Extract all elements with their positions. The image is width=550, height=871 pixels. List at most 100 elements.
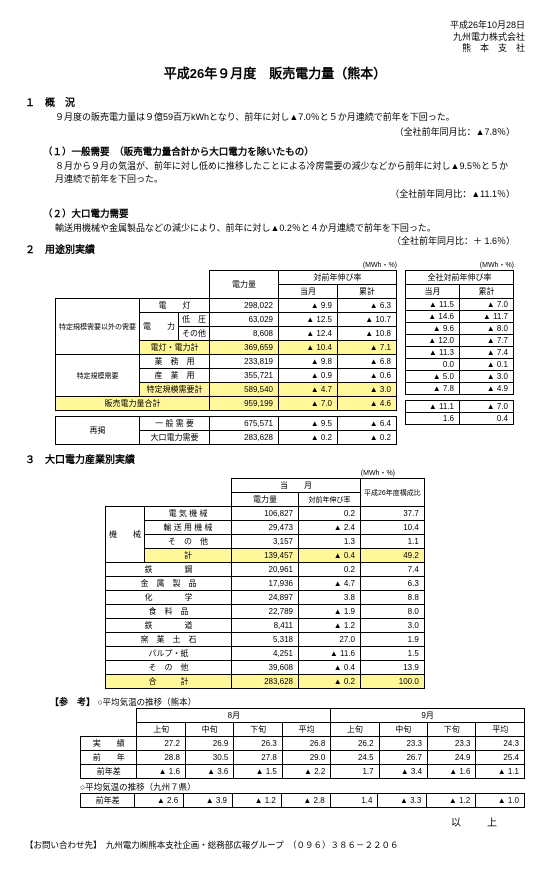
c: ▲ 3.4 xyxy=(379,765,427,779)
r: 一 般 需 要 xyxy=(140,417,210,431)
r: ▲ 10.7 xyxy=(338,313,397,327)
r: ▲ 12.4 xyxy=(279,327,338,341)
c: ▲ 3.6 xyxy=(185,765,233,779)
c: 30.5 xyxy=(185,751,233,765)
c: 26.2 xyxy=(331,737,379,751)
c: 実 績 xyxy=(81,737,137,751)
c: 8.0 xyxy=(361,605,425,619)
r: その他 xyxy=(179,327,210,341)
c: 4,251 xyxy=(232,647,299,661)
header-block: 平成26年10月28日 九州電力株式会社 熊 本 支 社 xyxy=(25,20,525,55)
c: 金 属 製 品 xyxy=(106,577,232,591)
col-togetu: 当月 xyxy=(279,285,338,299)
unit-label-3: (MWh・%) xyxy=(105,468,395,478)
c: ▲ 11.7 xyxy=(460,311,514,323)
c: 3,157 xyxy=(232,535,299,549)
temp-t1: ○平均気温の推移（熊本） xyxy=(98,697,197,707)
c: 1.3 xyxy=(299,535,361,549)
sankou-label: 【参 考】 xyxy=(50,697,95,707)
c: 283,628 xyxy=(232,675,299,689)
c: 17,936 xyxy=(232,577,299,591)
c: 22,789 xyxy=(232,605,299,619)
c: 下旬 xyxy=(234,723,282,737)
col-taizen: 対前年伸び率 xyxy=(279,271,397,285)
c: 上旬 xyxy=(331,723,379,737)
r: 低 圧 xyxy=(179,313,210,327)
r: ▲ 7.1 xyxy=(338,341,397,355)
c: ▲ 8.0 xyxy=(460,323,514,335)
r: ▲ 6.8 xyxy=(338,355,397,369)
r: ▲ 4.7 xyxy=(279,383,338,397)
c: ▲ 0.2 xyxy=(299,675,361,689)
r: ▲ 4.6 xyxy=(338,397,397,411)
s1-p2b: （全社前年同月比：▲11.1％） xyxy=(25,187,515,200)
r: 電灯・電力計 xyxy=(140,341,210,355)
c: 6.3 xyxy=(361,577,425,591)
c: 27.8 xyxy=(234,751,282,765)
c: 27.2 xyxy=(137,737,185,751)
g1-lbl: 特定規模需要以外の需要 xyxy=(56,299,140,355)
c: 1.6 xyxy=(406,413,460,425)
c: ▲ 9.6 xyxy=(406,323,460,335)
g2-lbl: 特定規模需要 xyxy=(56,355,140,397)
s1-sub2: （２）大口電力需要 xyxy=(43,206,525,220)
c: ▲ 4.7 xyxy=(299,577,361,591)
c: ▲ 1.1 xyxy=(476,765,525,779)
c: ▲ 2.8 xyxy=(281,794,330,808)
r: ▲ 0.2 xyxy=(338,431,397,445)
c: 上旬 xyxy=(137,723,185,737)
s1-p1: ９月度の販売電力量は９億59百万kWhとなり、前年に対し▲7.0％と５か月連続で… xyxy=(55,111,515,125)
c: 1.5 xyxy=(361,647,425,661)
section3-head: ３ 大口電力産業別実績 xyxy=(25,451,525,466)
s1-p2: ８月から９月の気温が、前年に対し低めに推移したことによる冷房需要の減少などから前… xyxy=(55,160,515,187)
industry-table: 当 月 平成26年度構成比 電力量 対前年伸び率 機 械 電 気 機 械 106… xyxy=(105,478,425,689)
c: 鉄 鋼 xyxy=(106,563,232,577)
c: 7.4 xyxy=(361,563,425,577)
c: 29.0 xyxy=(282,751,330,765)
col-ruikei: 累計 xyxy=(338,285,397,299)
r: 298,022 xyxy=(210,299,279,313)
temp-table-2: 前年差 ▲ 2.6▲ 3.9▲ 1.2▲ 2.81.4▲ 3.3▲ 1.2▲ 1… xyxy=(80,793,525,808)
c: ▲ 2.6 xyxy=(135,794,184,808)
r: 63,029 xyxy=(210,313,279,327)
c: 39,608 xyxy=(232,661,299,675)
c: 1.4 xyxy=(330,794,378,808)
c: 24.9 xyxy=(428,751,476,765)
doc-branch: 熊 本 支 社 xyxy=(25,43,525,55)
c: ▲ 1.5 xyxy=(234,765,282,779)
c: 26.8 xyxy=(282,737,330,751)
c: 0.2 xyxy=(299,563,361,577)
unit-label-2: (MWh・%) xyxy=(405,260,514,270)
c: 1.9 xyxy=(361,633,425,647)
r: 283,628 xyxy=(210,431,279,445)
c: そ の 他 xyxy=(106,661,232,675)
c: ▲ 1.2 xyxy=(427,794,476,808)
c: 平均 xyxy=(476,723,525,737)
c: 平均 xyxy=(282,723,330,737)
c: 当月 xyxy=(406,285,460,299)
c: 20,961 xyxy=(232,563,299,577)
c: 3.8 xyxy=(299,591,361,605)
c: 合 計 xyxy=(106,675,232,689)
c: パルプ・紙 xyxy=(106,647,232,661)
c: 0.2 xyxy=(299,507,361,521)
c: 窯 業 土 石 xyxy=(106,633,232,647)
footer-contact: 【お問い合わせ先】 九州電力㈱熊本支社企画・総務部広報グループ （０９６）３８６… xyxy=(25,839,525,851)
r: ▲ 6.4 xyxy=(338,417,397,431)
r: 業 務 用 xyxy=(140,355,210,369)
c: 前年差 xyxy=(81,765,137,779)
section1-head: １ 概 況 xyxy=(25,94,525,109)
c: 中旬 xyxy=(379,723,427,737)
temp-table-1: 8月 9月 上旬 中旬 下旬 平均 上旬 中旬 下旬 平均 実 績 27.226… xyxy=(80,708,525,779)
c: ▲ 7.0 xyxy=(460,299,514,311)
s1-p3a: 輸送用機械や金属製品などの減少により、前年に対し▲0.2％と４か月連続で前年を下… xyxy=(55,223,436,233)
c: 化 学 xyxy=(106,591,232,605)
c: 1.7 xyxy=(331,765,379,779)
r: ▲ 6.3 xyxy=(338,299,397,313)
c: ▲ 5.0 xyxy=(406,371,460,383)
c: ▲ 11.3 xyxy=(406,347,460,359)
r: 産 業 用 xyxy=(140,369,210,383)
g3-lbl: 再掲 xyxy=(56,417,140,445)
c: ▲ 1.9 xyxy=(299,605,361,619)
c: 100.0 xyxy=(361,675,425,689)
